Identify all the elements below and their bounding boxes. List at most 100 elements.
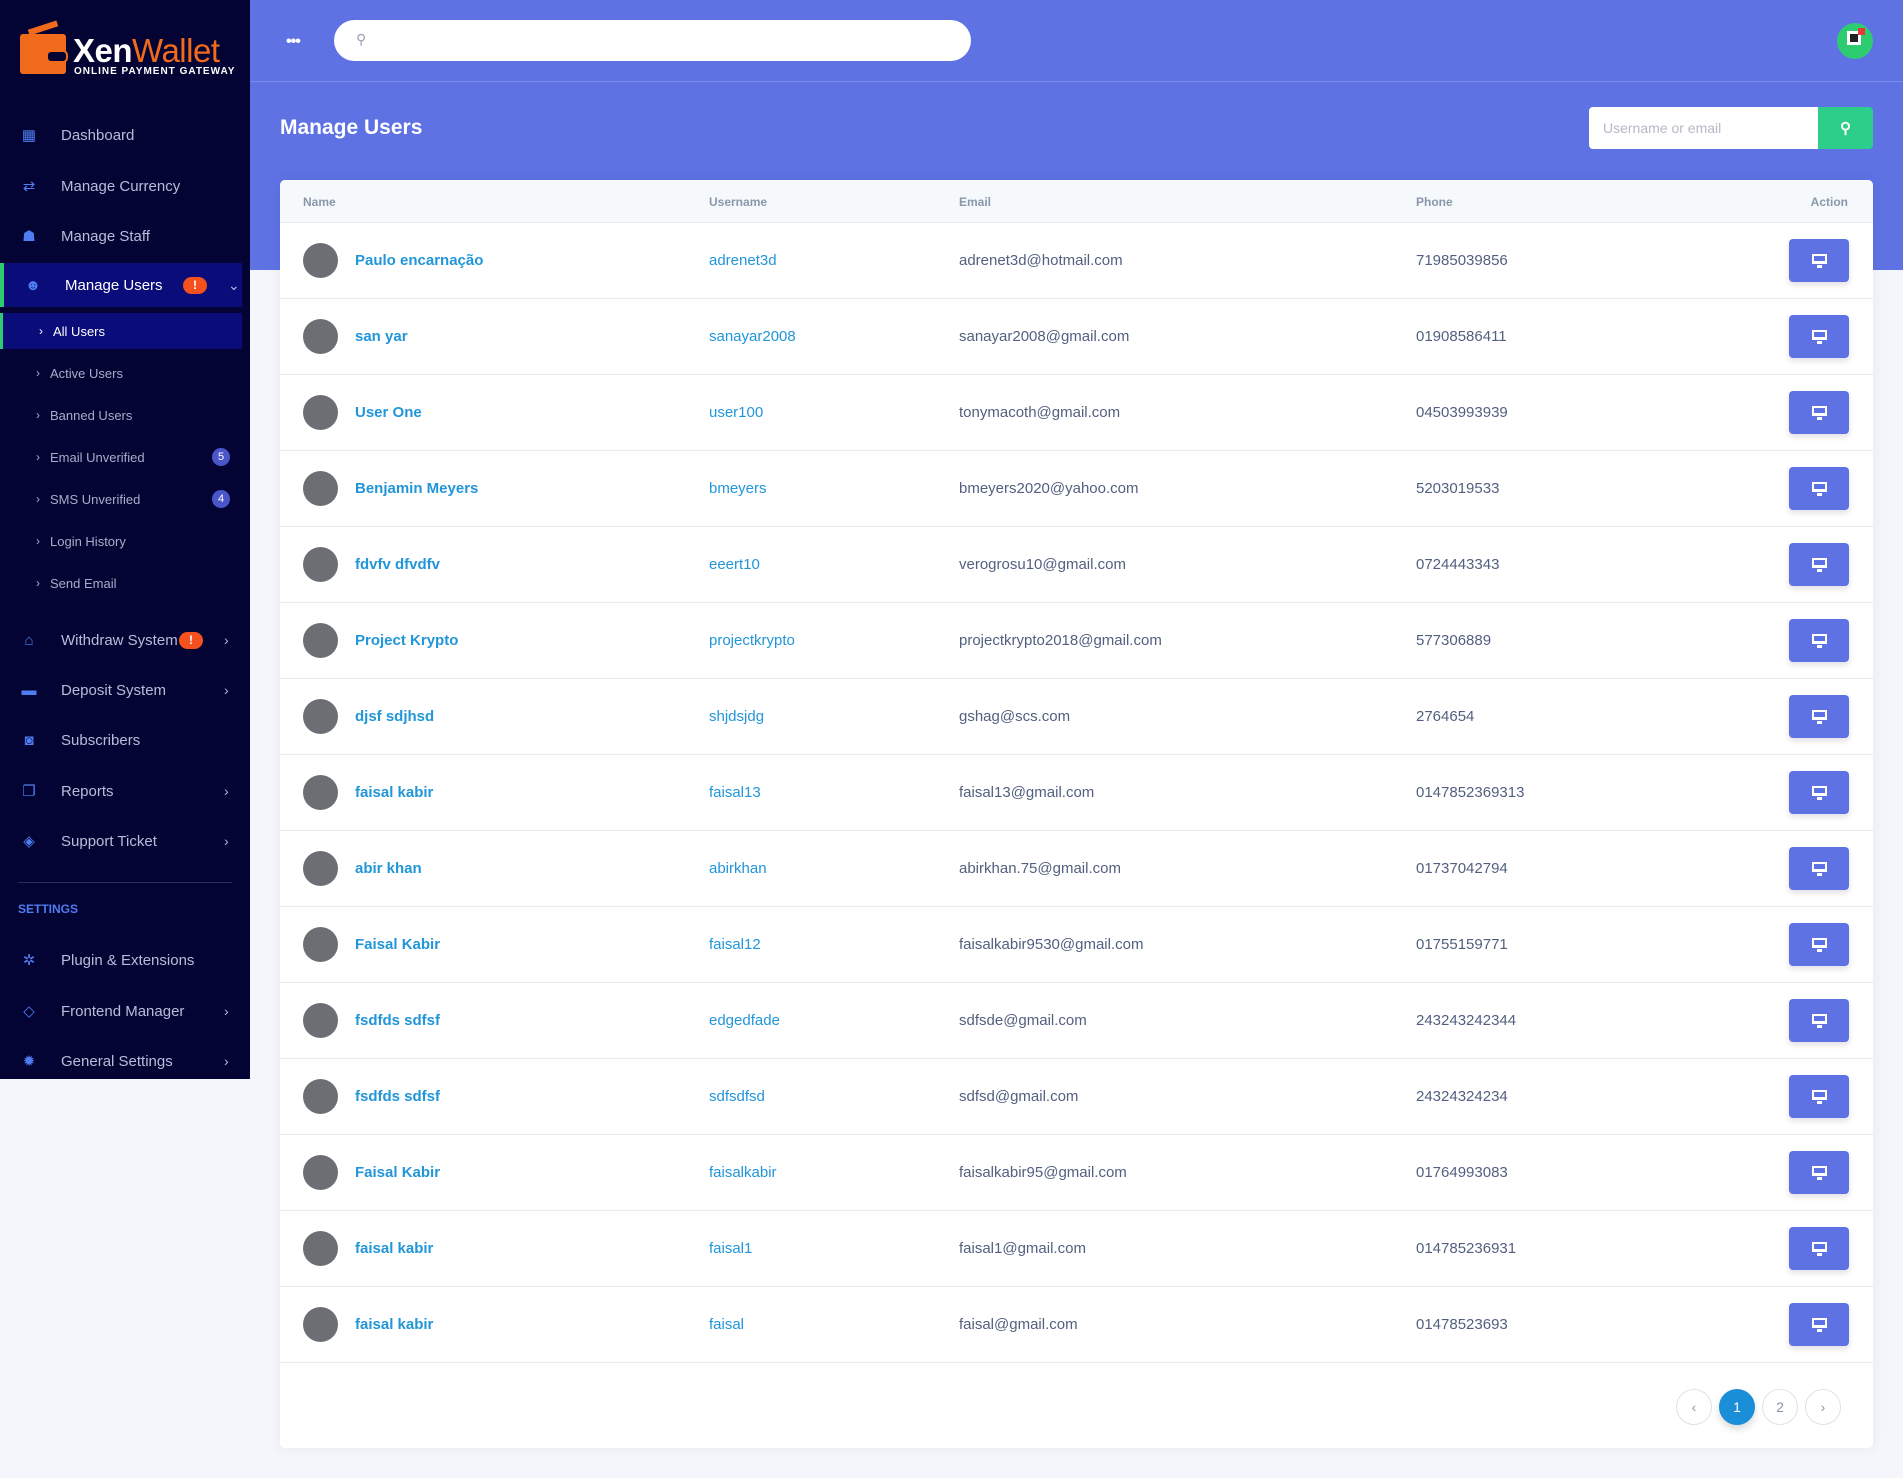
username-link[interactable]: faisal12 — [709, 936, 761, 953]
user-search-input[interactable] — [1589, 107, 1818, 149]
column-header-name: Name — [303, 195, 336, 209]
user-email: faisalkabir9530@gmail.com — [959, 936, 1144, 953]
submenu-item-email-unverified[interactable]: › Email Unverified 5 — [0, 439, 242, 475]
submenu-item-sms-unverified[interactable]: › SMS Unverified 4 — [0, 481, 242, 517]
view-user-button[interactable] — [1789, 1227, 1849, 1270]
brand-name: Xen — [73, 32, 133, 69]
view-user-button[interactable] — [1789, 239, 1849, 282]
user-avatar[interactable] — [1837, 23, 1873, 59]
view-user-button[interactable] — [1789, 467, 1849, 510]
user-name-link[interactable]: abir khan — [355, 860, 422, 877]
table-row: User One user100 tonymacoth@gmail.com 04503… — [280, 375, 1873, 451]
view-user-button[interactable] — [1789, 1303, 1849, 1346]
username-link[interactable]: sanayar2008 — [709, 328, 796, 345]
desktop-icon — [1812, 482, 1827, 496]
user-name-link[interactable]: User One — [355, 404, 422, 421]
submenu-item-login-history[interactable]: › Login History — [0, 523, 242, 559]
user-email: faisalkabir95@gmail.com — [959, 1164, 1127, 1181]
global-search-input[interactable] — [334, 20, 971, 61]
sidebar-item-dashboard[interactable]: ▦ Dashboard — [0, 113, 250, 157]
view-user-button[interactable] — [1789, 315, 1849, 358]
table-row: faisal kabir faisal13 faisal13@gmail.com 01… — [280, 755, 1873, 831]
user-name-link[interactable]: Benjamin Meyers — [355, 480, 479, 497]
table-row: Paulo encarnação adrenet3d adrenet3d@hotma… — [280, 223, 1873, 299]
view-user-button[interactable] — [1789, 619, 1849, 662]
user-name-link[interactable]: Faisal Kabir — [355, 1164, 441, 1181]
user-name-link[interactable]: djsf sdjhsd — [355, 708, 435, 725]
sidebar-item-plugin-extensions[interactable]: ✲ Plugin & Extensions — [0, 938, 250, 982]
sidebar-item-frontend-manager[interactable]: ◇ Frontend Manager › — [0, 989, 250, 1033]
user-name-link[interactable]: Project Krypto — [355, 632, 459, 649]
sidebar: XenWallet ONLINE PAYMENT GATEWAY ▦ Dashbo… — [0, 0, 250, 1079]
bank-icon: ⌂ — [24, 631, 34, 649]
sidebar-item-deposit-system[interactable]: ▬ Deposit System › — [0, 668, 250, 712]
diamond-icon: ◇ — [23, 1003, 35, 1020]
user-name-link[interactable]: faisal kabir — [355, 1316, 434, 1333]
username-link[interactable]: faisal13 — [709, 784, 761, 801]
submenu-item-all-users[interactable]: › All Users — [0, 313, 242, 349]
username-link[interactable]: sdfsdfsd — [709, 1088, 765, 1105]
chevron-right-icon: › — [224, 833, 229, 849]
pagination-prev[interactable]: ‹ — [1676, 1389, 1712, 1425]
username-link[interactable]: abirkhan — [709, 860, 767, 877]
users-table-card: Name Username Email Phone Action Paulo e… — [280, 180, 1873, 1448]
table-row: Benjamin Meyers bmeyers bmeyers2020@yahoo.… — [280, 451, 1873, 527]
view-user-button[interactable] — [1789, 923, 1849, 966]
sidebar-item-withdraw-system[interactable]: ⌂ Withdraw System! › — [0, 618, 250, 662]
view-user-button[interactable] — [1789, 695, 1849, 738]
user-avatar — [303, 699, 338, 734]
user-name-link[interactable]: Faisal Kabir — [355, 936, 441, 953]
sidebar-item-support-ticket[interactable]: ◈ Support Ticket › — [0, 819, 250, 863]
sidebar-item-manage-staff[interactable]: ☗ Manage Staff — [0, 214, 250, 258]
username-link[interactable]: faisal — [709, 1316, 745, 1333]
user-name-link[interactable]: fdvfv dfvdfv — [355, 556, 441, 573]
user-name-link[interactable]: faisal kabir — [355, 1240, 434, 1257]
username-link[interactable]: eeert10 — [709, 556, 760, 573]
username-link[interactable]: adrenet3d — [709, 252, 777, 269]
username-link[interactable]: projectkrypto — [709, 632, 795, 649]
sidebar-item-manage-currency[interactable]: ⇄ Manage Currency — [0, 164, 250, 208]
sidebar-item-general-settings[interactable]: ✹ General Settings › — [0, 1039, 250, 1083]
view-user-button[interactable] — [1789, 1151, 1849, 1194]
logo[interactable]: XenWallet ONLINE PAYMENT GATEWAY — [18, 26, 238, 78]
view-user-button[interactable] — [1789, 1075, 1849, 1118]
sidebar-item-reports[interactable]: ❐ Reports › — [0, 769, 250, 813]
rss-icon: ◙ — [24, 731, 34, 749]
user-email: bmeyers2020@yahoo.com — [959, 480, 1139, 497]
view-user-button[interactable] — [1789, 391, 1849, 434]
submenu-item-send-email[interactable]: › Send Email — [0, 565, 242, 601]
pagination-page[interactable]: 1 — [1719, 1389, 1755, 1425]
view-user-button[interactable] — [1789, 771, 1849, 814]
sidebar-item-subscribers[interactable]: ◙ Subscribers — [0, 718, 250, 762]
user-name-link[interactable]: Paulo encarnação — [355, 252, 484, 269]
user-name-link[interactable]: fsdfds sdfsf — [355, 1012, 441, 1029]
user-name-link[interactable]: faisal kabir — [355, 784, 434, 801]
username-link[interactable]: shjdsjdg — [709, 708, 765, 725]
chevron-right-icon: › — [36, 534, 40, 548]
view-user-button[interactable] — [1789, 543, 1849, 586]
sidebar-item-manage-users[interactable]: ☻ Manage Users! ⌄ — [0, 263, 242, 307]
submenu-item-label: Active Users — [50, 365, 123, 381]
chevron-down-icon: ⌄ — [228, 276, 240, 293]
username-link[interactable]: faisalkabir — [709, 1164, 777, 1181]
search-button[interactable]: ⚲ — [1818, 107, 1873, 149]
table-row: fsdfds sdfsf edgedfade sdfsde@gmail.com 243… — [280, 983, 1873, 1059]
sidebar-item-label: Reports — [61, 782, 114, 800]
view-user-button[interactable] — [1789, 999, 1849, 1042]
ellipsis-icon[interactable]: ••• — [286, 33, 301, 50]
view-user-button[interactable] — [1789, 847, 1849, 890]
chevron-right-icon: › — [36, 492, 40, 506]
username-link[interactable]: faisal1 — [709, 1240, 753, 1257]
user-name-link[interactable]: fsdfds sdfsf — [355, 1088, 441, 1105]
username-link[interactable]: edgedfade — [709, 1012, 780, 1029]
username-link[interactable]: bmeyers — [709, 480, 767, 497]
pagination-next[interactable]: › — [1805, 1389, 1841, 1425]
submenu-item-banned-users[interactable]: › Banned Users — [0, 397, 242, 433]
username-link[interactable]: user100 — [709, 404, 764, 421]
submenu-item-active-users[interactable]: › Active Users — [0, 355, 242, 391]
sidebar-item-label: Frontend Manager — [61, 1002, 185, 1020]
user-phone: 014785236931 — [1416, 1240, 1517, 1257]
user-name-link[interactable]: san yar — [355, 328, 408, 345]
chevron-right-icon: › — [36, 576, 40, 590]
pagination-page[interactable]: 2 — [1762, 1389, 1798, 1425]
